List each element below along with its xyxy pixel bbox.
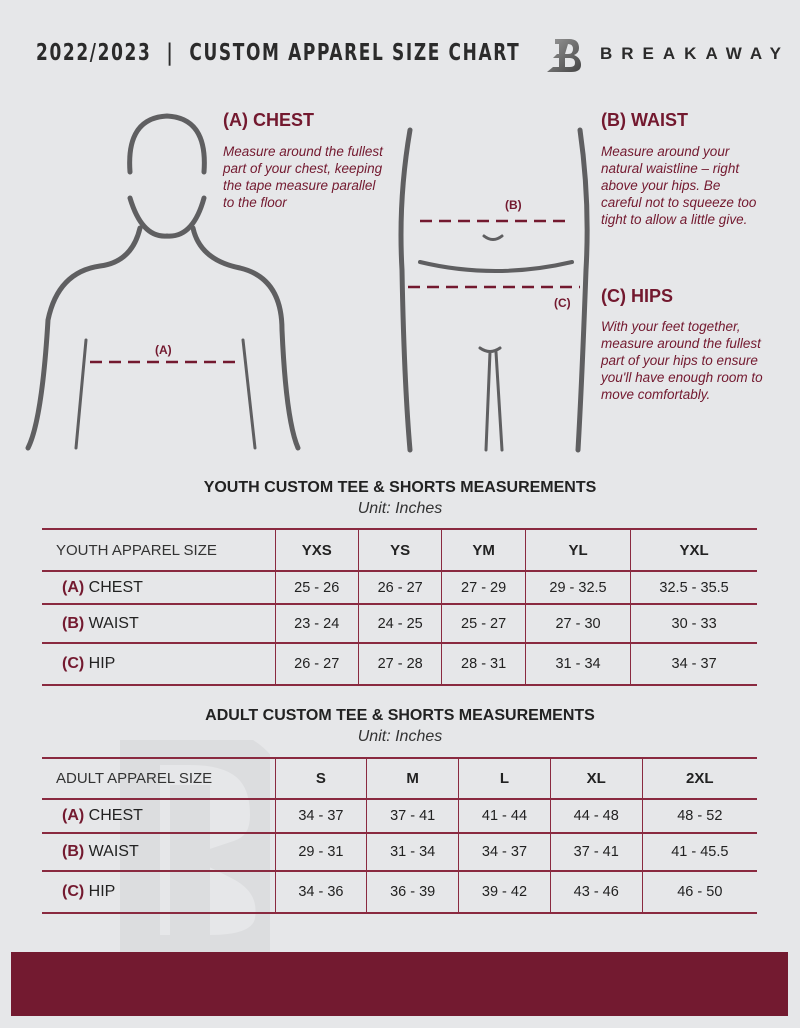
chest-heading: (A) CHEST: [223, 110, 314, 130]
measurement-value: 29 - 32.5: [524, 570, 631, 605]
measurement-value: 28 - 31: [441, 642, 526, 686]
size-label: YOUTH APPAREL SIZE: [42, 528, 275, 572]
measurement-label: (B) WAIST: [42, 832, 275, 872]
measurement-value: 27 - 28: [357, 642, 442, 686]
page-title: 2022/2023 | CUSTOM APPAREL SIZE CHART: [36, 40, 521, 66]
measurement-value: 34 - 37: [630, 642, 757, 686]
youth-table-unit: Unit: Inches: [357, 500, 443, 517]
measurement-name: HIP: [88, 655, 116, 672]
table-row: (C) HIP 26 - 27 27 - 28 28 - 31 31 - 34 34 - …: [42, 642, 757, 686]
size-column-header: 2XL: [641, 757, 757, 800]
table-row: (A) CHEST 34 - 37 37 - 41 41 - 44 44 - 48 48 …: [42, 798, 757, 834]
hips-heading: (C) HIPS: [601, 286, 673, 306]
measurement-code: (C): [62, 883, 85, 900]
measurement-code: (A): [62, 578, 85, 596]
table-row: (A) CHEST 25 - 26 26 - 27 27 - 29 29 - 32.5 3…: [42, 570, 757, 605]
measurement-code: (C): [62, 655, 85, 672]
chest-figure-illustration: [25, 113, 590, 453]
measurement-value: 25 - 27: [441, 603, 526, 644]
measurement-code: (A): [62, 807, 85, 824]
measurement-value: 48 - 52: [641, 798, 757, 834]
breakaway-logo-icon: [547, 39, 581, 72]
measurement-value: 31 - 34: [366, 832, 459, 872]
chest-instructions: Measure around the fullest part of your …: [223, 144, 383, 210]
youth-size-table: YOUTH APPAREL SIZE YXS YS YM YL YXL (A) CHEST 2…: [42, 528, 757, 686]
measurement-value: 32.5 - 35.5: [630, 570, 757, 605]
waist-heading: (B) WAIST: [601, 110, 688, 130]
table-row: (B) WAIST 29 - 31 31 - 34 34 - 37 37 - 41 41 …: [42, 832, 757, 872]
measurement-label: (A) CHEST: [42, 798, 275, 834]
table-header-row: ADULT APPAREL SIZE S M L XL 2XL: [42, 757, 757, 800]
measurement-name: HIP: [88, 883, 116, 900]
measurement-value: 23 - 24: [274, 603, 359, 644]
measurement-value: 30 - 33: [630, 603, 757, 644]
measurement-value: 43 - 46: [549, 870, 643, 914]
measurement-value: 41 - 45.5: [641, 832, 757, 872]
measurement-value: 36 - 39: [366, 870, 459, 914]
size-column-header: YXS: [274, 528, 359, 572]
hips-instructions: With your feet together, measure around …: [601, 319, 763, 402]
brand-name: BREAKAWAY: [600, 44, 790, 63]
size-column-header: YS: [357, 528, 442, 572]
measurement-value: 25 - 26: [274, 570, 359, 605]
adult-table-unit: Unit: Inches: [357, 728, 443, 745]
footer-bar: [11, 952, 788, 1016]
measurement-value: 34 - 37: [274, 798, 367, 834]
adult-size-table: ADULT APPAREL SIZE S M L XL 2XL (A) CHEST 34 - …: [42, 757, 757, 914]
size-column-header: M: [366, 757, 459, 800]
measurement-code: (B): [62, 614, 85, 632]
measurement-name: WAIST: [88, 843, 139, 860]
measurement-value: 27 - 30: [524, 603, 631, 644]
table-header-row: YOUTH APPAREL SIZE YXS YS YM YL YXL: [42, 528, 757, 572]
measurement-value: 37 - 41: [366, 798, 459, 834]
measurement-label: (A) CHEST: [42, 570, 275, 605]
measurement-value: 26 - 27: [274, 642, 359, 686]
size-column-header: YM: [441, 528, 526, 572]
measurement-name: WAIST: [88, 614, 139, 632]
measurement-label: (C) HIP: [42, 870, 275, 914]
measurement-value: 24 - 25: [357, 603, 442, 644]
measurement-value: 44 - 48: [549, 798, 643, 834]
youth-table-title: YOUTH CUSTOM TEE & SHORTS MEASUREMENTS: [203, 479, 597, 496]
measurement-value: 46 - 50: [641, 870, 757, 914]
adult-table-title: ADULT CUSTOM TEE & SHORTS MEASUREMENTS: [205, 707, 595, 724]
measurement-name: CHEST: [88, 807, 143, 824]
size-label: ADULT APPAREL SIZE: [42, 757, 275, 800]
size-column-header: L: [458, 757, 551, 800]
measurement-value: 41 - 44: [458, 798, 551, 834]
measurement-code: (B): [62, 843, 85, 860]
size-column-header: YXL: [630, 528, 757, 572]
size-column-header: S: [274, 757, 367, 800]
hip-marker: (C): [554, 296, 571, 310]
table-row: (B) WAIST 23 - 24 24 - 25 25 - 27 27 - 30 30 …: [42, 603, 757, 644]
size-column-header: YL: [524, 528, 631, 572]
measurement-value: 39 - 42: [458, 870, 551, 914]
waist-instructions: Measure around your natural waistline – …: [601, 144, 757, 227]
measurement-name: CHEST: [88, 578, 143, 596]
measurement-value: 26 - 27: [357, 570, 442, 605]
size-column-header: XL: [549, 757, 643, 800]
measurement-label: (C) HIP: [42, 642, 275, 686]
chest-marker: (A): [155, 343, 172, 357]
measurement-value: 31 - 34: [524, 642, 631, 686]
table-row: (C) HIP 34 - 36 36 - 39 39 - 42 43 - 46 46 - …: [42, 870, 757, 914]
measurement-value: 34 - 37: [458, 832, 551, 872]
measurement-label: (B) WAIST: [42, 603, 275, 644]
measurement-value: 34 - 36: [274, 870, 367, 914]
measurement-value: 37 - 41: [549, 832, 643, 872]
measurement-value: 29 - 31: [274, 832, 367, 872]
waist-marker: (B): [505, 198, 522, 212]
measurement-value: 27 - 29: [441, 570, 526, 605]
